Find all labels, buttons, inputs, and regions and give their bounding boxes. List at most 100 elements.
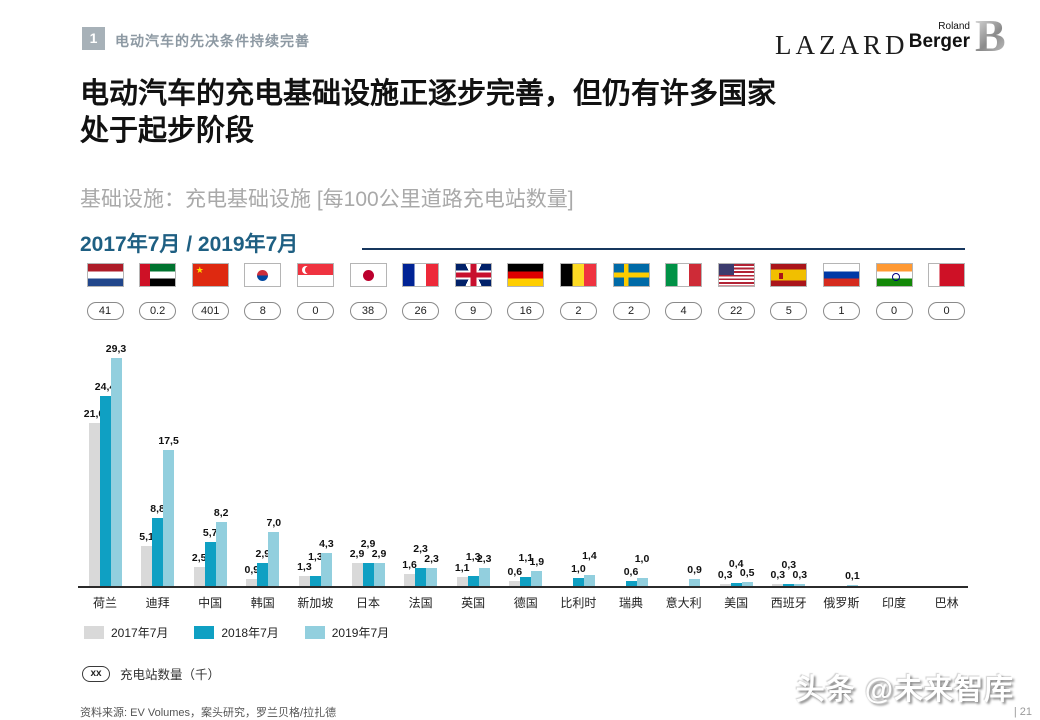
- flag-be-icon: [559, 263, 597, 287]
- category-label: 荷兰: [92, 596, 117, 610]
- station-count-badge: 0: [875, 302, 913, 320]
- category-label: 瑞典: [618, 596, 643, 610]
- bar-2018年7月-韩国: [257, 563, 269, 586]
- bar-2018年7月-西班牙: [783, 583, 795, 586]
- bar-2017年7月-法国: [404, 573, 416, 586]
- station-count-badge: 8: [244, 302, 282, 320]
- bar-2018年7月-法国: [415, 568, 427, 586]
- bar-value-label: 2,3: [413, 543, 428, 556]
- bar-value-label: 7,0: [266, 516, 282, 529]
- bar-value-label: 1,3: [297, 560, 312, 573]
- chart-subtitle: 基础设施：充电基础设施 [每100公里道路充电站数量]: [80, 188, 574, 211]
- bar-2017年7月-迪拜: [141, 546, 153, 586]
- bar-value-label: 1,0: [571, 563, 586, 576]
- bar-2018年7月-新加坡: [309, 575, 321, 586]
- bar-2019年7月-瑞典: [636, 578, 648, 586]
- bar-2019年7月-德国: [531, 571, 543, 586]
- bar-2019年7月-新加坡: [320, 552, 332, 586]
- legend-label: 2019年7月: [331, 626, 390, 640]
- flag-ae-icon: [139, 263, 177, 287]
- category-label: 迪拜: [145, 596, 170, 610]
- legend-label: 2018年7月: [221, 626, 279, 640]
- page-number: | 21: [1013, 706, 1032, 718]
- bar-value-label: 1,6: [402, 558, 417, 571]
- legend-item: 2017年7月: [84, 624, 168, 641]
- flag-it-icon: [665, 263, 703, 287]
- berger-logo-text: Berger: [908, 31, 970, 52]
- chart-legend: 2017年7月 2018年7月 2019年7月: [84, 624, 389, 641]
- bar-value-label: 0,9: [687, 564, 702, 576]
- bar-2019年7月-英国: [478, 568, 490, 586]
- flag-sg-icon: [296, 263, 334, 287]
- section-number-badge: 1: [82, 27, 105, 50]
- footnote: xx 充电站数量（千）: [82, 664, 220, 683]
- bar-2019年7月-比利时: [583, 575, 595, 586]
- bar-2017年7月-中国: [193, 566, 205, 586]
- flag-gb-icon: [454, 263, 492, 287]
- bar-2019年7月-中国: [215, 522, 227, 586]
- bar-value-label: 0,3: [717, 568, 733, 581]
- bar-2018年7月-德国: [520, 577, 532, 586]
- category-label: 比利时: [560, 596, 597, 610]
- category-label: 中国: [198, 596, 223, 610]
- station-count-badge: 401: [191, 302, 229, 320]
- bar-2017年7月-德国: [509, 581, 521, 586]
- bar-value-label: 5,1: [139, 531, 154, 544]
- page-title: 电动汽车的充电基础设施正逐步完善，但仍有许多国家 处于起步阶段: [80, 78, 777, 147]
- bar-value-label: 1,4: [582, 550, 597, 563]
- bar-2017年7月-新加坡: [298, 575, 310, 586]
- bar-value-label: 5,7: [202, 526, 218, 539]
- category-label: 法国: [408, 596, 433, 610]
- roland-berger-b-icon: B: [975, 10, 1006, 61]
- bar-value-label: 0,6: [507, 566, 523, 579]
- station-count-badge: 41: [86, 302, 124, 320]
- bar-2019年7月-俄罗斯: [846, 585, 858, 586]
- bar-value-label: 17,5: [158, 434, 179, 447]
- bar-value-label: 0,6: [623, 566, 639, 579]
- category-label: 印度: [881, 596, 906, 610]
- bar-value-label: 0,3: [792, 568, 808, 581]
- bar-2019年7月-迪拜: [163, 449, 175, 586]
- legend-item: 2018年7月: [194, 624, 279, 641]
- flag-in-icon: [875, 263, 913, 287]
- bar-value-label: 24,4: [94, 381, 116, 394]
- category-label: 俄罗斯: [823, 596, 860, 610]
- footnote-text: 充电站数量（千）: [120, 668, 221, 682]
- bar-2018年7月-中国: [204, 541, 216, 586]
- bar-value-label: 2,9: [371, 548, 387, 561]
- bar-2017年7月-西班牙: [772, 583, 784, 586]
- bar-2018年7月-美国: [730, 582, 742, 586]
- station-count-badge: 0.2: [139, 302, 177, 320]
- station-count-badge: 2: [612, 302, 650, 320]
- xx-badge-icon: xx: [82, 665, 110, 682]
- bar-value-label: 2,9: [349, 548, 365, 561]
- bar-chart: 21,0 24,4 29,3 5,1 8,8 17,5 2,5 5,7 8,2 0,9 2,9 7,0…: [78, 340, 968, 588]
- flag-ru-icon: [822, 263, 860, 287]
- category-label: 巴林: [934, 596, 959, 610]
- flag-bh-icon: [928, 263, 966, 287]
- bar-value-label: 4,3: [319, 537, 334, 550]
- bar-2018年7月-比利时: [572, 578, 584, 586]
- category-label: 德国: [513, 596, 538, 610]
- bar-value-label: 0,3: [781, 558, 797, 571]
- bar-value-label: 8,2: [213, 507, 229, 520]
- station-count-badge: 0: [296, 302, 334, 320]
- category-label: 西班牙: [770, 596, 807, 610]
- bar-2019年7月-西班牙: [794, 583, 806, 586]
- flag-fr-icon: [402, 263, 440, 287]
- bar-value-label: 0,9: [244, 564, 260, 576]
- bar-value-label: 8,8: [150, 502, 165, 515]
- bar-2018年7月-迪拜: [152, 517, 164, 586]
- bar-2019年7月-法国: [426, 568, 438, 586]
- station-count-badge: 16: [507, 302, 545, 320]
- period-label: 2017年7月 / 2019年7月: [80, 233, 299, 256]
- station-count-badge: 9: [454, 302, 492, 320]
- flag-es-icon: [770, 263, 808, 287]
- station-count-badge: 22: [717, 302, 755, 320]
- station-count-badge: 38: [349, 302, 387, 320]
- bar-value-label: 1,3: [465, 550, 481, 563]
- category-label: 日本: [355, 596, 380, 610]
- bar-value-label: 29,3: [105, 343, 127, 355]
- flag-de-icon: [507, 263, 545, 287]
- bar-value-label: 2,9: [255, 548, 271, 561]
